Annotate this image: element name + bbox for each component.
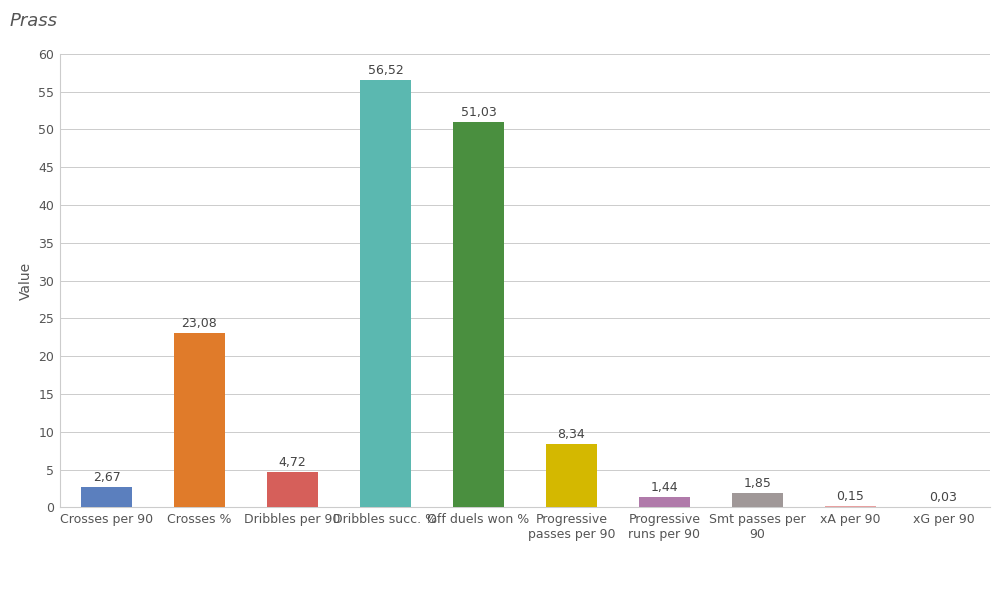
Y-axis label: Value: Value — [19, 261, 33, 300]
Bar — [546, 444, 597, 507]
Text: 1,44: 1,44 — [651, 481, 678, 494]
Text: 0,15: 0,15 — [837, 490, 864, 503]
Text: 23,08: 23,08 — [182, 317, 217, 330]
Text: 0,03: 0,03 — [930, 491, 957, 504]
Text: 4,72: 4,72 — [279, 456, 306, 469]
Text: 1,85: 1,85 — [744, 478, 771, 491]
Text: 56,52: 56,52 — [368, 64, 403, 77]
Bar — [360, 80, 411, 507]
Bar — [453, 122, 504, 507]
Text: 51,03: 51,03 — [461, 106, 496, 119]
Bar — [267, 472, 318, 507]
Text: 2,67: 2,67 — [93, 471, 120, 484]
Bar — [174, 333, 225, 507]
Text: Prass: Prass — [10, 12, 58, 30]
Bar — [639, 497, 690, 507]
Text: 8,34: 8,34 — [558, 429, 585, 441]
Bar — [825, 506, 876, 507]
Bar — [732, 494, 783, 507]
Bar — [81, 487, 132, 507]
